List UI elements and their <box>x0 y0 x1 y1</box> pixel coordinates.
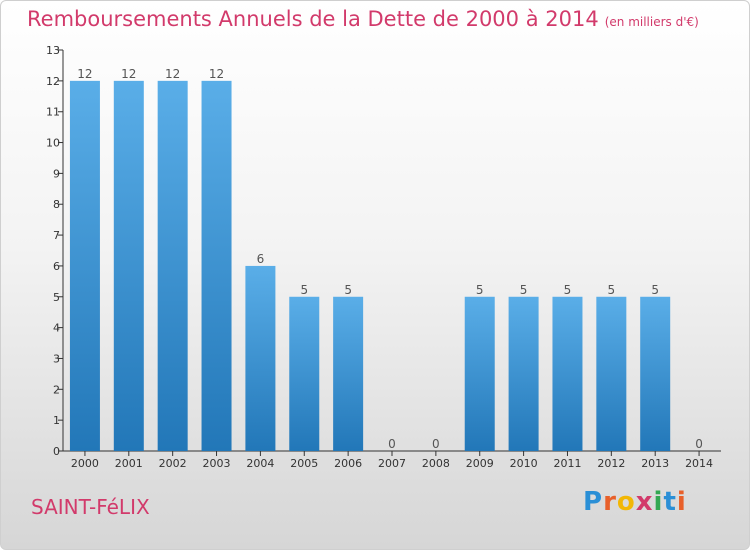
x-tick-label: 2003 <box>203 457 231 470</box>
y-tick-label: 12 <box>46 75 60 88</box>
y-tick-label: 4 <box>53 322 60 335</box>
x-tick-label: 2006 <box>334 457 362 470</box>
value-label-2008: 0 <box>432 437 440 451</box>
y-tick-label: 9 <box>53 167 60 180</box>
value-label-2012: 5 <box>608 283 616 297</box>
value-label-2006: 5 <box>344 283 352 297</box>
bar-2003 <box>201 80 232 451</box>
value-label-2013: 5 <box>651 283 659 297</box>
value-label-2007: 0 <box>388 437 396 451</box>
x-tick-label: 2010 <box>510 457 538 470</box>
bar-2010 <box>508 296 539 451</box>
y-tick-label: 0 <box>53 445 60 458</box>
proxiti-logo: Proxiti <box>583 487 687 517</box>
bar-2011 <box>552 296 583 451</box>
value-label-2004: 6 <box>257 252 265 266</box>
bar-2000 <box>69 80 100 451</box>
unit-label: (en milliers d'€) <box>604 15 699 29</box>
value-label-2011: 5 <box>564 283 572 297</box>
value-label-2000: 12 <box>77 67 92 81</box>
value-label-2010: 5 <box>520 283 528 297</box>
y-tick-label: 3 <box>53 352 60 365</box>
x-tick-label: 2011 <box>553 457 581 470</box>
x-tick-label: 2012 <box>597 457 625 470</box>
bar-2005 <box>289 296 320 451</box>
x-tick-label: 2005 <box>290 457 318 470</box>
y-tick-label: 6 <box>53 260 60 273</box>
x-tick-label: 2013 <box>641 457 669 470</box>
bar-2006 <box>333 296 364 451</box>
chart-title: Remboursements Annuels de la Dette de 20… <box>27 7 699 31</box>
x-tick-label: 2014 <box>685 457 713 470</box>
bar-2013 <box>640 296 671 451</box>
value-label-2003: 12 <box>209 67 224 81</box>
y-tick-label: 1 <box>53 414 60 427</box>
logo-letter: x <box>635 487 654 517</box>
logo-letter: i <box>653 487 664 517</box>
value-label-2002: 12 <box>165 67 180 81</box>
bar-2009 <box>464 296 495 451</box>
value-label-2001: 12 <box>121 67 136 81</box>
logo-letter: i <box>676 487 687 517</box>
logo-letter: P <box>583 487 604 517</box>
x-tick-label: 2002 <box>159 457 187 470</box>
logo-letter: t <box>663 487 677 517</box>
logo-letter: r <box>603 487 617 517</box>
y-tick-label: 5 <box>53 291 60 304</box>
x-tick-label: 2001 <box>115 457 143 470</box>
bar-2012 <box>596 296 627 451</box>
logo-letter: o <box>616 487 636 517</box>
x-tick-label: 2008 <box>422 457 450 470</box>
y-tick-label: 10 <box>46 137 60 150</box>
y-tick-label: 11 <box>46 106 60 119</box>
y-tick-label: 13 <box>46 44 60 57</box>
value-label-2009: 5 <box>476 283 484 297</box>
title-text: Remboursements Annuels de la Dette de 20… <box>27 7 599 31</box>
bar-2002 <box>157 80 188 451</box>
bar-2001 <box>113 80 144 451</box>
bars: 12 12 12 12 6 5 5 0 0 5 5 5 5 5 0 <box>69 67 703 451</box>
x-tick-label: 2004 <box>246 457 274 470</box>
x-tick-label: 2007 <box>378 457 406 470</box>
y-tick-label: 2 <box>53 383 60 396</box>
commune-name: SAINT-FéLIX <box>31 495 150 519</box>
value-label-2014: 0 <box>695 437 703 451</box>
y-tick-label: 7 <box>53 229 60 242</box>
bar-2004 <box>245 265 276 451</box>
value-label-2005: 5 <box>300 283 308 297</box>
x-tick-label: 2000 <box>71 457 99 470</box>
x-tick-label: 2009 <box>466 457 494 470</box>
y-tick-label: 8 <box>53 198 60 211</box>
